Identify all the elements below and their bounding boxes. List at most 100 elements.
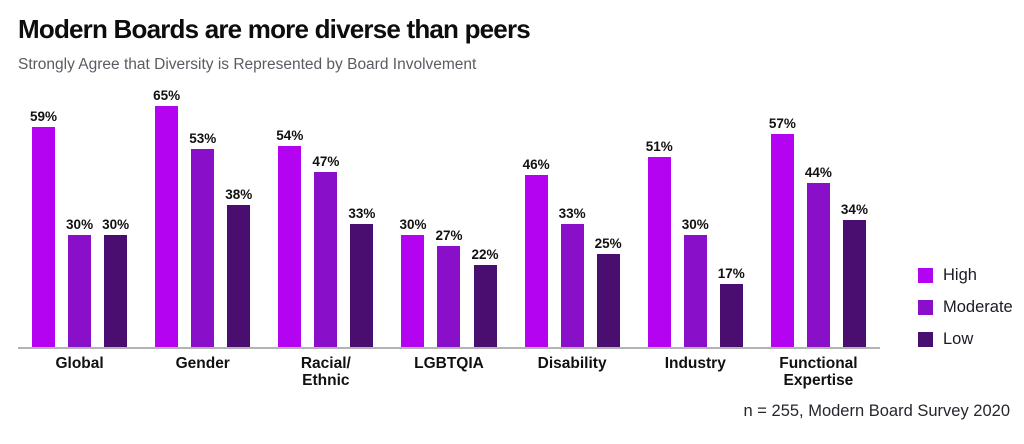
bar-column: 30% <box>399 88 426 347</box>
bar-value-label: 27% <box>435 228 463 243</box>
bar-group: 54% 47% 33% Racial/ Ethnic <box>264 88 387 389</box>
bar-value-label: 25% <box>594 236 622 251</box>
bar-value-label: 30% <box>66 217 94 232</box>
bar-moderate <box>314 172 338 347</box>
chart-subtitle: Strongly Agree that Diversity is Represe… <box>18 56 477 73</box>
bar-group: 30% 27% 22% LGBTQIA <box>387 88 510 372</box>
legend-swatch <box>918 268 933 283</box>
bar-column: 30% <box>66 88 93 347</box>
bar-high <box>278 146 302 347</box>
bar-column: 57% <box>769 88 796 347</box>
chart-title: Modern Boards are more diverse than peer… <box>18 14 531 44</box>
bar-triplet: 54% 47% 33% <box>276 88 375 347</box>
bar-column: 65% <box>153 88 180 347</box>
bar-column: 46% <box>523 88 550 347</box>
bar-value-label: 22% <box>471 247 499 262</box>
bar-moderate <box>560 224 584 347</box>
bar-high <box>647 157 671 347</box>
bar-moderate <box>806 183 830 347</box>
bar-high <box>32 127 56 347</box>
plot-area: 59% 30% 30% Global 65% 53% 38% Gender 54% 47% 33% R… <box>18 88 880 389</box>
bar-value-label: 54% <box>276 128 304 143</box>
footnote: n = 255, Modern Board Survey 2020 <box>743 402 1010 420</box>
bar-group: 59% 30% 30% Global <box>18 88 141 372</box>
bar-high <box>155 106 179 347</box>
legend-swatch <box>918 332 933 347</box>
legend-label: Low <box>943 330 974 348</box>
category-label: Disability <box>537 355 607 372</box>
bar-column: 54% <box>276 88 303 347</box>
bar-low <box>473 265 497 347</box>
bar-column: 27% <box>435 88 463 347</box>
bar-value-label: 30% <box>681 217 709 232</box>
bar-moderate <box>68 235 92 347</box>
bar-high <box>401 235 425 347</box>
bar-moderate <box>683 235 707 347</box>
bar-column: 25% <box>595 88 622 347</box>
bar-column: 38% <box>225 88 252 347</box>
bar-group: 51% 30% 17% Industry <box>634 88 757 372</box>
bar-high <box>770 134 794 347</box>
bar-value-label: 17% <box>717 266 745 281</box>
bar-moderate <box>437 246 461 347</box>
bar-value-label: 47% <box>312 154 340 169</box>
category-label: Functional Expertise <box>779 355 858 390</box>
bar-value-label: 33% <box>558 206 586 221</box>
bar-value-label: 33% <box>348 206 376 221</box>
category-label: Racial/ Ethnic <box>300 355 351 390</box>
bar-column: 17% <box>718 88 745 347</box>
category-label: Industry <box>664 355 726 372</box>
bar-value-label: 38% <box>225 187 253 202</box>
bar-column: 30% <box>102 88 129 347</box>
bar-column: 34% <box>841 88 868 347</box>
bar-column: 44% <box>805 88 832 347</box>
bar-low <box>350 224 374 347</box>
legend: High Moderate Low <box>918 266 1013 349</box>
bar-triplet: 51% 30% 17% <box>646 88 745 347</box>
legend-item: Low <box>918 330 1013 349</box>
bar-value-label: 34% <box>840 202 868 217</box>
bar-value-label: 59% <box>30 109 58 124</box>
bar-value-label: 30% <box>399 217 427 232</box>
category-label: LGBTQIA <box>414 355 484 372</box>
bar-group: 65% 53% 38% Gender <box>141 88 264 372</box>
bar-value-label: 30% <box>102 217 130 232</box>
legend-swatch <box>918 300 933 315</box>
bar-triplet: 30% 27% 22% <box>399 88 499 347</box>
bar-group: 57% 44% 34% Functional Expertise <box>757 88 880 389</box>
bar-column: 30% <box>682 88 709 347</box>
bar-high <box>524 175 548 347</box>
bar-value-label: 44% <box>804 165 832 180</box>
bar-triplet: 57% 44% 34% <box>769 88 868 347</box>
bar-value-label: 46% <box>522 157 550 172</box>
category-label: Global <box>55 355 104 372</box>
bar-value-label: 57% <box>768 116 796 131</box>
bar-low <box>104 235 128 347</box>
bar-column: 22% <box>472 88 499 347</box>
bar-column: 59% <box>30 88 57 347</box>
bar-low <box>227 205 251 347</box>
bar-column: 33% <box>559 88 586 347</box>
legend-item: Moderate <box>918 298 1013 317</box>
bar-value-label: 53% <box>189 131 217 146</box>
bar-low <box>719 284 743 347</box>
bar-low <box>596 254 620 347</box>
bar-moderate <box>191 149 215 347</box>
bar-groups: 59% 30% 30% Global 65% 53% 38% Gender 54% 47% 33% R… <box>18 88 880 389</box>
bar-triplet: 59% 30% 30% <box>30 88 129 347</box>
bar-triplet: 46% 33% 25% <box>523 88 622 347</box>
bar-column: 33% <box>348 88 375 347</box>
bar-value-label: 65% <box>153 88 181 103</box>
category-label: Gender <box>175 355 230 372</box>
legend-item: High <box>918 266 1013 285</box>
bar-column: 47% <box>312 88 339 347</box>
legend-label: Moderate <box>943 298 1013 316</box>
bar-group: 46% 33% 25% Disability <box>511 88 634 372</box>
bar-column: 51% <box>646 88 673 347</box>
bar-value-label: 51% <box>645 139 673 154</box>
bar-column: 53% <box>189 88 216 347</box>
bar-low <box>842 220 866 347</box>
bar-triplet: 65% 53% 38% <box>153 88 252 347</box>
legend-label: High <box>943 266 977 284</box>
